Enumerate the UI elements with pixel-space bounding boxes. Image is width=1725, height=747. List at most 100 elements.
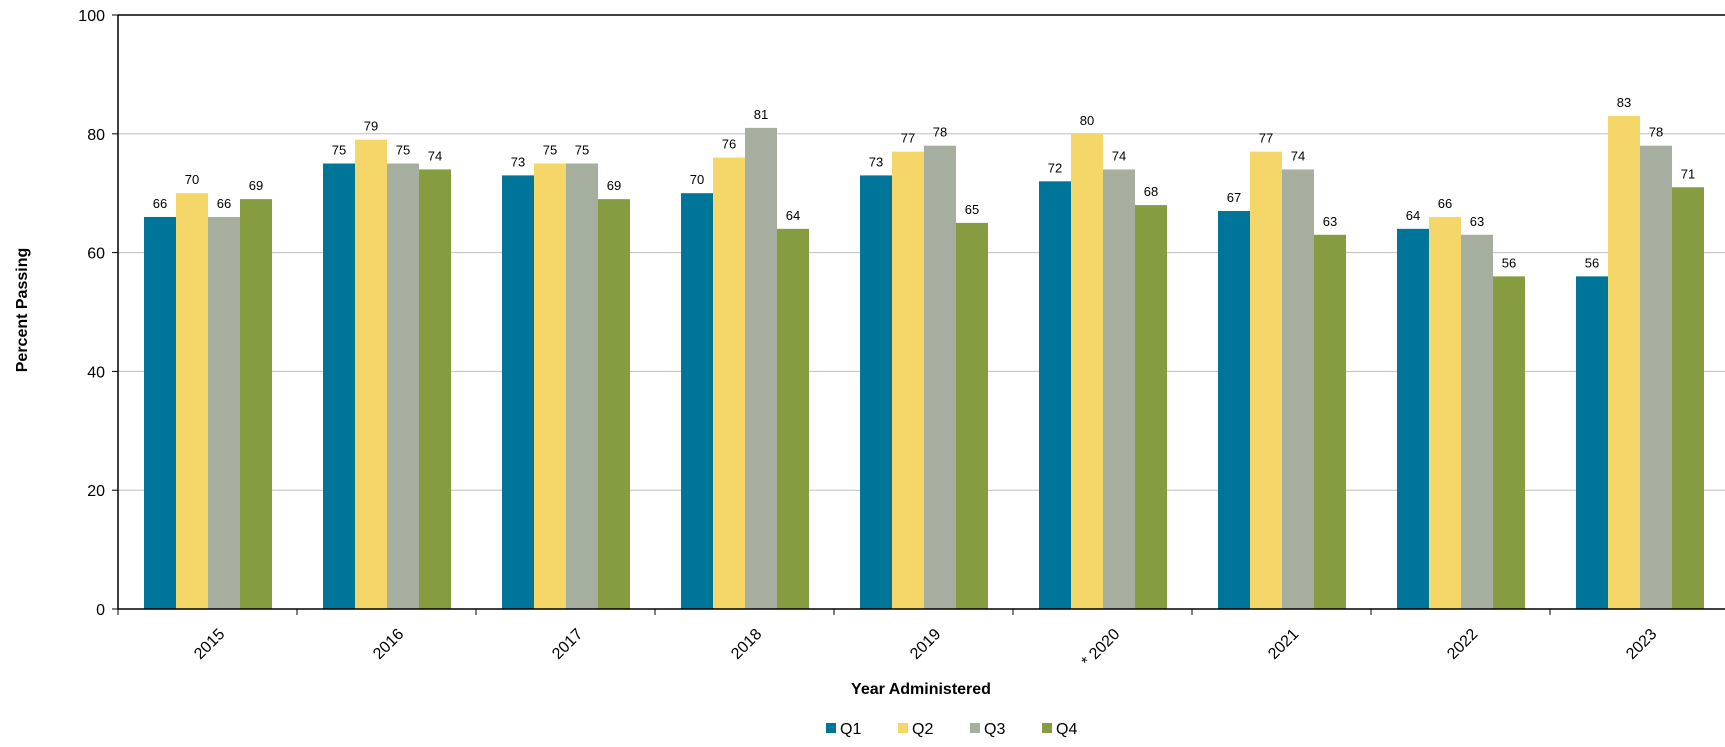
bar-q1-2019 (860, 175, 892, 609)
bar-q2-2016 (355, 139, 387, 610)
bar-q4-2021 (1314, 234, 1346, 609)
bar-q3-2021 (1282, 169, 1314, 609)
y-tick-label: 60 (87, 246, 105, 263)
data-label: 72 (1048, 160, 1062, 175)
bar-q2-2022 (1429, 216, 1461, 609)
data-label: 66 (153, 196, 167, 211)
data-label: 75 (543, 143, 557, 158)
data-label: 83 (1617, 95, 1631, 110)
legend-label: Q3 (984, 721, 1005, 738)
x-tick-label: 2022 (1444, 626, 1481, 663)
data-label: 64 (1406, 208, 1420, 223)
legend: Q1 Q2 Q3 Q4 (826, 721, 1077, 738)
legend-label: Q1 (840, 721, 861, 738)
bar-q4-2023 (1672, 187, 1704, 609)
x-tick-label: 2015 (191, 626, 228, 663)
data-label: 73 (869, 154, 883, 169)
data-label: 75 (332, 143, 346, 158)
bar-q2-2015 (176, 193, 208, 609)
bar-q4-2017 (598, 199, 630, 609)
bar-q1-2016 (323, 163, 355, 609)
legend-swatch (898, 723, 908, 733)
data-label: 80 (1080, 113, 1094, 128)
x-tick-label: 2021 (1265, 626, 1302, 663)
data-label: 69 (607, 178, 621, 193)
bar-q1-2015 (144, 216, 176, 609)
bar-q3-2022 (1461, 234, 1493, 609)
legend-label: Q4 (1056, 721, 1077, 738)
bar-q1-2020 (1039, 181, 1071, 609)
bar-q4-2016 (419, 169, 451, 609)
x-tick-label: 2019 (907, 626, 944, 663)
data-label: 63 (1323, 214, 1337, 229)
data-label: 69 (249, 178, 263, 193)
y-tick-label: 0 (96, 602, 105, 619)
legend-swatch (826, 723, 836, 733)
data-label: 65 (965, 202, 979, 217)
bar-q4-2022 (1493, 276, 1525, 609)
bar-q2-2023 (1608, 115, 1640, 609)
bar-q3-2018 (745, 127, 777, 610)
data-label: 79 (364, 119, 378, 134)
data-label: 75 (396, 143, 410, 158)
y-tick-labels: 0 20 40 60 80 100 (78, 8, 105, 619)
data-label: 71 (1681, 166, 1695, 181)
data-label: 81 (754, 107, 768, 122)
legend-swatch (970, 723, 980, 733)
bar-q2-2019 (892, 151, 924, 609)
data-label: 70 (185, 172, 199, 187)
bar-q4-2019 (956, 222, 988, 609)
bar-q4-2020 (1135, 205, 1167, 609)
bar-q3-2023 (1640, 145, 1672, 609)
data-label: 67 (1227, 190, 1241, 205)
y-axis-title: Percent Passing (14, 248, 31, 373)
legend-label: Q2 (912, 721, 933, 738)
x-axis-title: Year Administered (851, 681, 991, 698)
x-tick-label: 2023 (1623, 626, 1660, 663)
data-label: 77 (1259, 131, 1273, 146)
bar-q3-2016 (387, 163, 419, 609)
y-tick-label: 20 (87, 483, 105, 500)
bar-q2-2018 (713, 157, 745, 609)
bar-q2-2021 (1250, 151, 1282, 609)
data-label: 76 (722, 137, 736, 152)
legend-item-q4: Q4 (1042, 721, 1077, 738)
bar-q3-2020 (1103, 169, 1135, 609)
data-label: 66 (217, 196, 231, 211)
data-label: 78 (933, 125, 947, 140)
bar-q2-2017 (534, 163, 566, 609)
data-label: 63 (1470, 214, 1484, 229)
bar-q3-2019 (924, 145, 956, 609)
x-tick-label: * 2020 (1079, 626, 1124, 671)
data-label: 78 (1649, 125, 1663, 140)
data-label: 77 (901, 131, 915, 146)
bar-q4-2015 (240, 199, 272, 609)
x-tick-label: 2018 (728, 626, 765, 663)
data-label: 64 (786, 208, 800, 223)
data-label: 75 (575, 143, 589, 158)
bar-q2-2020 (1071, 133, 1103, 610)
bars (144, 115, 1704, 610)
legend-item-q2: Q2 (898, 721, 933, 738)
y-tick-label: 40 (87, 364, 105, 381)
data-label: 70 (690, 172, 704, 187)
legend-swatch (1042, 723, 1052, 733)
data-label: 74 (428, 148, 442, 163)
y-tick-label: 80 (87, 127, 105, 144)
axes (112, 14, 1725, 615)
legend-item-q3: Q3 (970, 721, 1005, 738)
bar-q1-2018 (681, 193, 713, 609)
data-label: 66 (1438, 196, 1452, 211)
data-label: 56 (1502, 255, 1516, 270)
bar-q1-2017 (502, 175, 534, 609)
y-tick-label: 100 (78, 8, 105, 25)
bar-q1-2023 (1576, 276, 1608, 609)
data-label: 74 (1112, 148, 1126, 163)
x-tick-labels: 2015 2016 2017 2018 2019 * 2020 2021 2022 2023 (191, 626, 1660, 671)
data-labels: 66 75 73 70 73 72 67 64 56 70 79 75 76 77 80 77 66 83 66 75… (153, 95, 1695, 270)
data-label: 74 (1291, 148, 1305, 163)
bar-q3-2017 (566, 163, 598, 609)
data-label: 73 (511, 154, 525, 169)
